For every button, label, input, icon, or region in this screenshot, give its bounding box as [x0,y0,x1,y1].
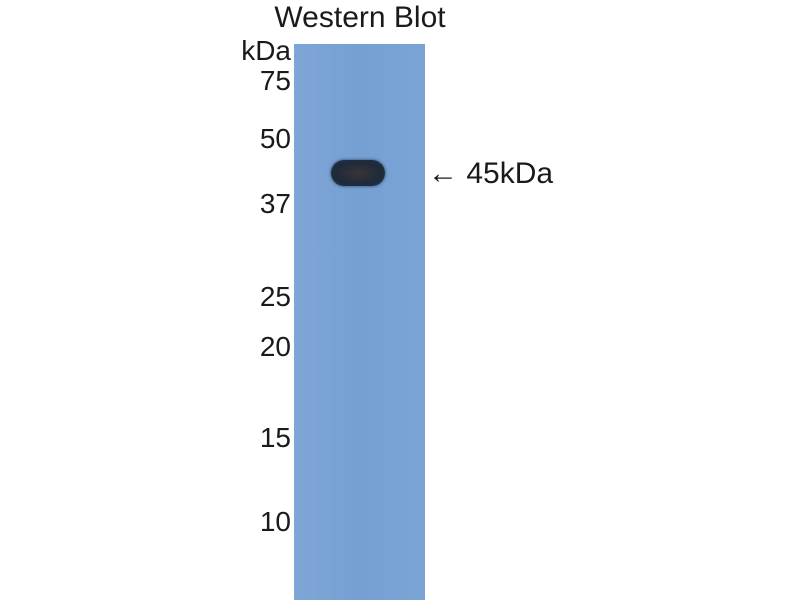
blot-membrane [294,44,425,600]
marker-25: 25 [259,281,291,312]
left-arrow-icon: ← [428,157,458,190]
marker-37: 37 [259,188,291,219]
protein-band [331,160,385,186]
marker-15: 15 [259,422,291,453]
blot-title: Western Blot [274,1,446,34]
marker-20: 20 [259,331,291,362]
marker-10: 10 [259,506,291,537]
marker-50: 50 [259,123,291,154]
marker-75: 75 [259,65,291,96]
unit-label: kDa [241,35,291,66]
band-annotation: ← 45kDa [428,158,553,190]
band-size-label: 45kDa [466,157,554,190]
